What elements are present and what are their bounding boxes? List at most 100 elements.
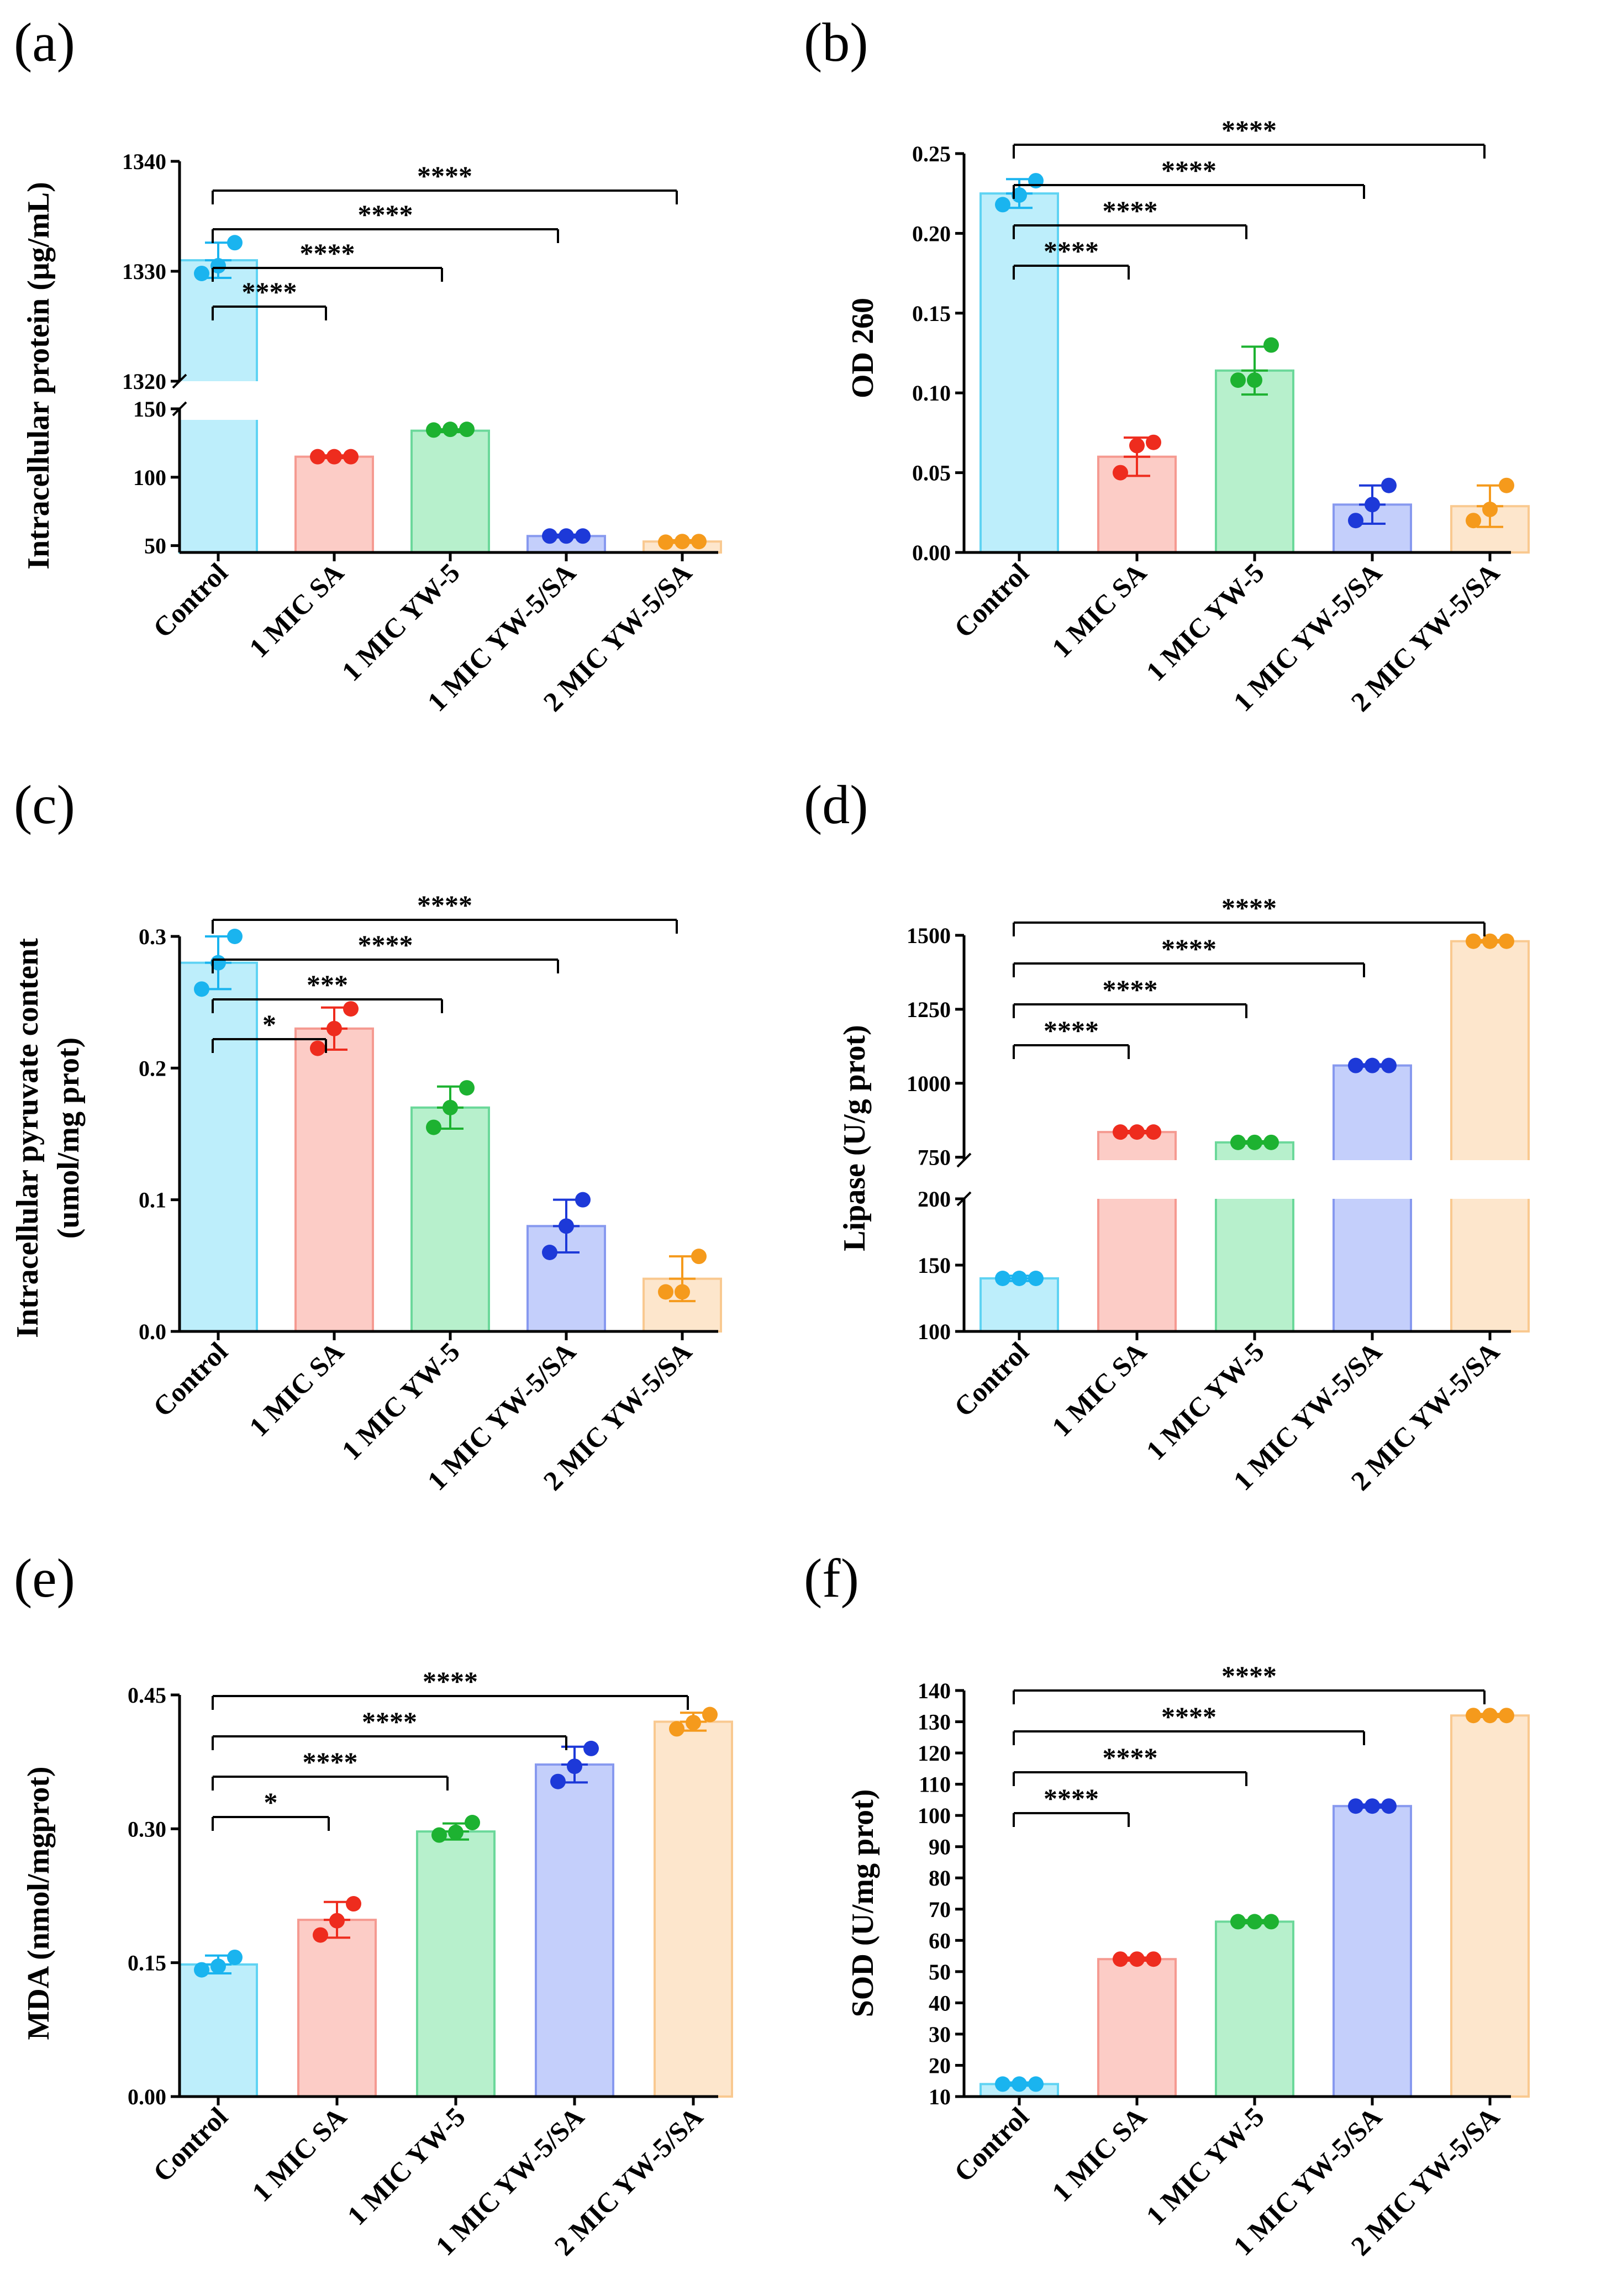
y-tick-label: 0.10 [912,381,951,406]
data-point-1-2 [1146,1951,1161,1967]
significance-label: **** [1044,1783,1099,1814]
y-tick-label: 0.30 [128,1816,166,1841]
y-tick-label: 130 [918,1710,951,1735]
data-point-0-2 [227,235,243,251]
x-tick-label: 1 MIC SA [1046,2101,1152,2208]
data-point-0-2 [1028,2076,1044,2092]
chart-panel-f: (f) 10 20 30 40 50 60 70 80 90 100 110 120 130 140 Cont… [804,1547,1530,2262]
data-point-4-2 [1499,1708,1514,1724]
data-point-3-0 [1348,513,1363,529]
bar-0 [979,1277,1059,1333]
data-point-1-0 [310,1040,325,1056]
bar-1 [294,455,374,554]
x-tick-label: 1 MIC YW-5 [335,557,465,687]
x-tick-label: 1 MIC YW-5 [1140,2101,1270,2231]
y-tick-label: 50 [144,534,166,559]
bar-1 [294,1027,374,1333]
data-point-3-2 [1381,477,1397,493]
axis-break-band-3 [525,381,607,420]
bar-2 [1215,369,1294,554]
data-point-3-2 [1381,1798,1397,1814]
y-tick-label: 100 [133,465,166,490]
data-point-3-1 [559,528,574,544]
data-point-4-2 [1499,477,1514,493]
data-point-0-1 [210,258,226,274]
x-tick-label: 1 MIC YW-5 [335,1336,465,1466]
x-tick-label: 1 MIC YW-5 [341,2101,471,2231]
x-tick-label: Control [147,557,234,644]
significance-label: **** [300,238,355,268]
data-point-0-2 [227,1949,243,1965]
x-tick-label: Control [948,557,1035,644]
data-point-0-1 [1012,187,1027,203]
axis-break-mark [172,373,187,389]
y-tick-label: 0.15 [128,1951,166,1976]
y-tick-label: 0.00 [128,2084,166,2109]
y-tick-label: 1340 [122,149,166,174]
y-tick-label: 1250 [907,997,951,1022]
significance-label: **** [362,1706,417,1737]
data-point-3-2 [1381,1057,1397,1073]
y-axis-title-line-2: (umol/mg prot) [51,1038,86,1239]
data-point-4-1 [675,1284,690,1300]
data-point-1-1 [1129,1124,1145,1140]
data-point-4-1 [686,1715,701,1731]
data-point-1-1 [326,449,342,465]
y-tick-label: 90 [929,1835,951,1860]
data-point-3-0 [542,1245,557,1260]
data-point-0-2 [227,929,243,944]
data-point-2-1 [1247,1134,1262,1150]
bar-0 [178,961,258,1333]
bar-1 [297,1919,377,2098]
data-point-3-2 [583,1740,599,1756]
y-tick-label: 1000 [907,1071,951,1096]
data-point-4-2 [702,1707,718,1723]
data-point-4-2 [691,534,707,550]
data-point-2-1 [448,1824,464,1840]
data-point-2-0 [1230,1914,1246,1930]
x-tick-label: 1 MIC SA [1046,557,1152,663]
data-point-1-2 [343,449,359,465]
y-tick-label: 0.45 [128,1683,166,1708]
data-point-1-1 [1129,438,1145,454]
data-point-2-1 [443,1099,458,1115]
x-tick-label: Control [147,1336,234,1423]
significance-label: **** [1044,235,1099,266]
significance-label: **** [1044,1015,1099,1046]
y-axis-title: Intracellular pyruvate content [10,938,45,1338]
y-tick-label: 0.1 [139,1188,166,1213]
data-point-2-0 [426,422,441,438]
x-tick-label: 1 MIC YW-5 [1140,557,1270,687]
y-tick-label: 200 [918,1187,951,1212]
y-tick-label: 0.15 [912,301,951,326]
data-point-4-1 [1482,933,1498,949]
y-tick-label: 40 [929,1990,951,2015]
significance-label: **** [1161,933,1216,964]
data-point-2-2 [465,1815,480,1831]
significance-label: **** [358,929,413,960]
bar-0 [178,1963,258,2098]
data-point-2-2 [459,422,475,438]
data-point-4-0 [658,534,673,550]
bar-4 [1450,1714,1530,2098]
significance-label: **** [1103,195,1158,226]
data-point-2-0 [431,1827,447,1843]
y-tick-label: 100 [918,1803,951,1828]
data-point-4-1 [1482,1708,1498,1724]
y-tick-label: 50 [929,1960,951,1984]
data-point-3-1 [1365,497,1380,513]
chart-panel-e: (e) 0.00 0.15 0.30 0.45 Control 1 MIC SA1 MIC … [14,1547,733,2262]
significance-label: **** [417,160,472,191]
data-point-2-1 [1247,1914,1262,1930]
data-point-3-0 [550,1773,566,1789]
y-tick-label: 0.05 [912,461,951,486]
data-point-3-1 [567,1758,582,1774]
data-point-2-1 [443,422,458,438]
data-point-4-0 [1466,1708,1481,1724]
significance-label: **** [242,276,297,307]
y-tick-label: 0.0 [139,1319,166,1344]
data-point-1-2 [346,1896,361,1912]
y-tick-label: 20 [929,2053,951,2078]
bar-3 [535,1763,614,2098]
data-point-4-0 [658,1284,673,1300]
